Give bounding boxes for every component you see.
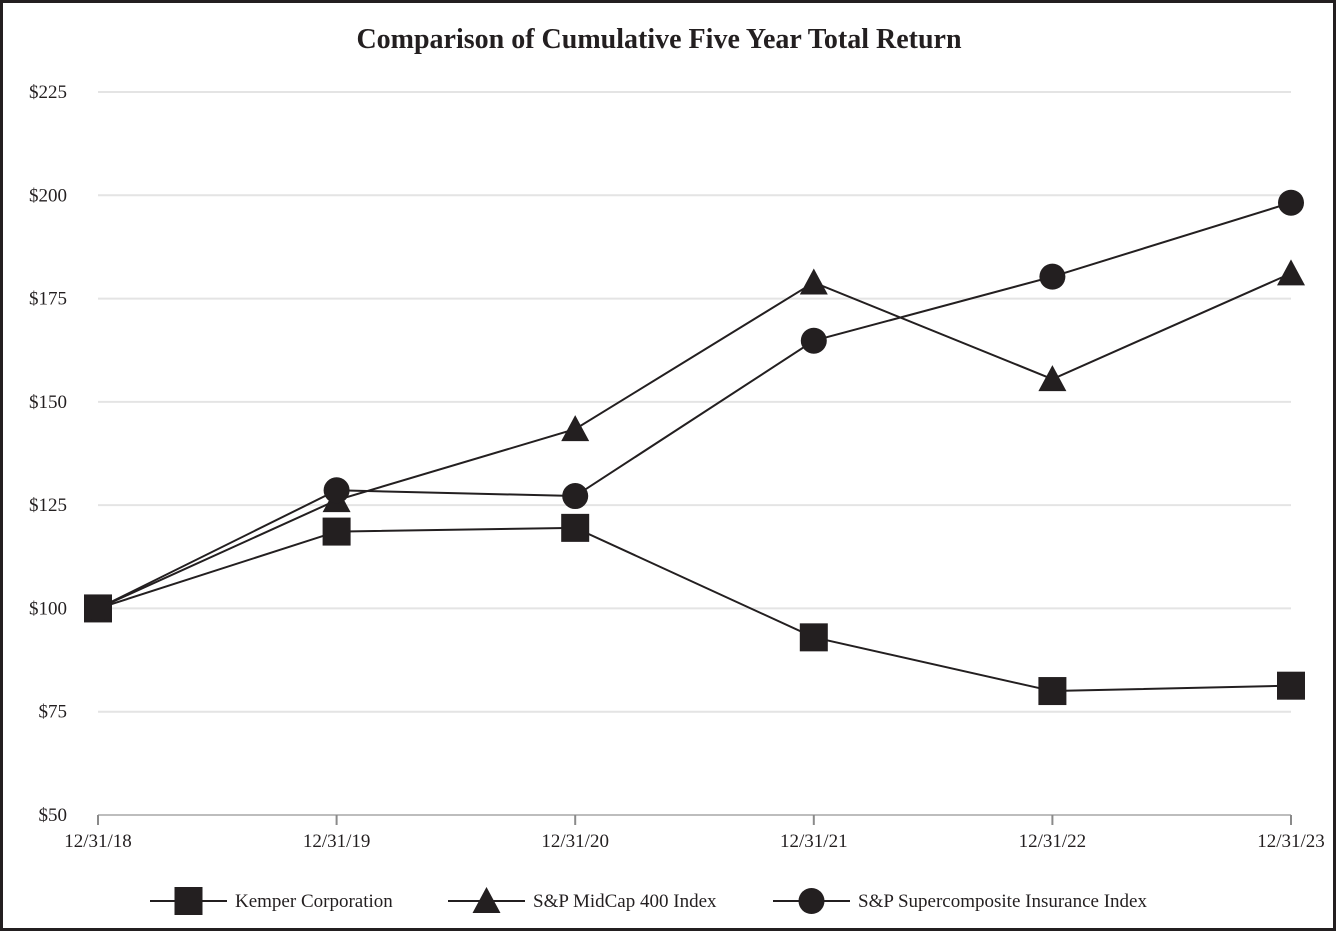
legend-label: Kemper Corporation — [235, 891, 393, 912]
circle-point — [323, 477, 350, 504]
y-tick-label: $175 — [29, 289, 67, 310]
chart-title: Comparison of Cumulative Five Year Total… — [356, 24, 962, 55]
legend-circle-marker — [798, 888, 825, 914]
x-tick-label: 12/31/22 — [1019, 831, 1087, 852]
series-s-p-supercomposite-insurance-index — [85, 189, 1304, 622]
circle-point — [562, 483, 589, 510]
legend-item-s-p-midcap-400-index: S&P MidCap 400 Index — [448, 887, 717, 913]
x-axis-labels: 12/31/18 12/31/19 12/31/20 12/31/21 12/31/22… — [64, 831, 1325, 852]
legend-label: S&P MidCap 400 Index — [533, 891, 717, 912]
x-tick-label: 12/31/19 — [303, 831, 371, 852]
x-tick-label: 12/31/23 — [1257, 831, 1325, 852]
circle-point — [800, 327, 827, 354]
y-tick-label: $150 — [29, 392, 67, 413]
series-kemper-corporation — [84, 513, 1305, 706]
square-point — [1277, 671, 1305, 700]
square-point — [799, 623, 828, 652]
circle-point — [85, 595, 111, 622]
line-chart: Comparison of Cumulative Five Year Total… — [29, 24, 1325, 915]
square-point — [322, 517, 351, 546]
legend-square-marker — [174, 887, 203, 915]
circle-point — [1278, 189, 1304, 216]
triangle-point — [1277, 259, 1305, 286]
legend-item-kemper-corporation: Kemper Corporation — [150, 887, 393, 915]
legend-triangle-marker — [472, 887, 501, 913]
y-tick-label: $100 — [29, 598, 67, 619]
y-axis-labels: $50 $75 $100 $125 $150 $175 $200 $225 — [29, 82, 67, 826]
y-tick-label: $125 — [29, 495, 67, 516]
x-tick-label: 12/31/20 — [541, 831, 609, 852]
series-line — [97, 526, 1292, 693]
circle-point — [1039, 263, 1066, 290]
series-line — [97, 201, 1292, 610]
y-tick-label: $225 — [29, 82, 67, 103]
legend: Kemper Corporation S&P MidCap 400 Index S&… — [150, 887, 1147, 915]
x-tick-label: 12/31/21 — [780, 831, 848, 852]
legend-label: S&P Supercomposite Insurance Index — [858, 891, 1147, 912]
triangle-point — [561, 415, 590, 442]
series-line — [97, 272, 1292, 610]
y-tick-label: $200 — [29, 185, 67, 206]
triangle-point — [799, 268, 828, 295]
x-axis — [97, 814, 1292, 825]
y-tick-label: $75 — [39, 702, 68, 723]
legend-item-s-p-supercomposite-insurance-index: S&P Supercomposite Insurance Index — [773, 888, 1147, 914]
x-tick-label: 12/31/18 — [64, 831, 132, 852]
square-point — [1038, 677, 1067, 706]
gridlines — [98, 91, 1291, 713]
series-s-p-midcap-400-index — [84, 259, 1305, 621]
y-tick-label: $50 — [39, 805, 68, 826]
series-group — [84, 189, 1305, 706]
square-point — [561, 513, 590, 542]
triangle-point — [1038, 365, 1067, 392]
